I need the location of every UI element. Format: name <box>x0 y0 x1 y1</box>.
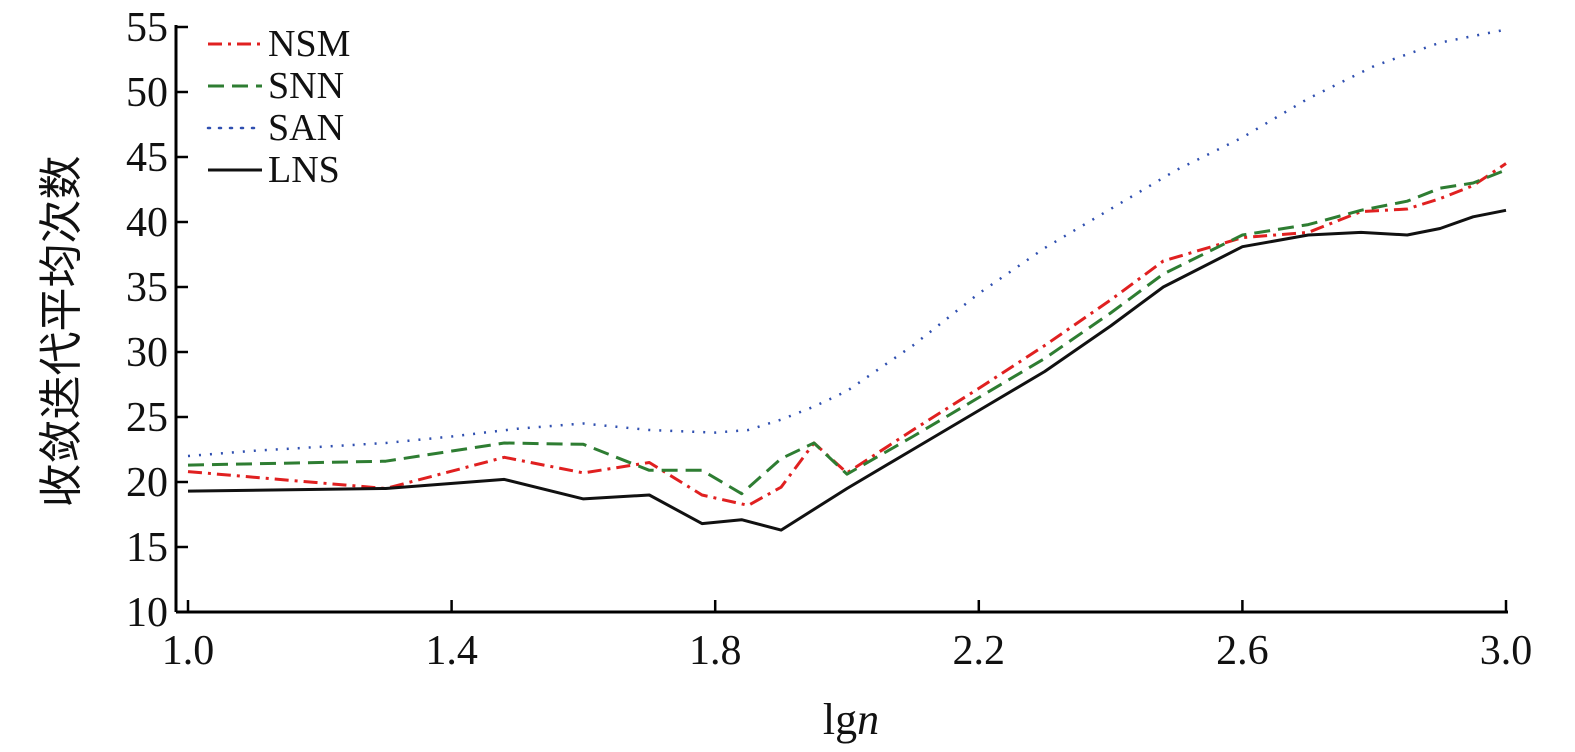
axes <box>174 25 1508 614</box>
y-tick-label: 20 <box>126 460 168 506</box>
x-axis-title-main: lg <box>823 695 857 744</box>
x-tick-label: 2.2 <box>953 628 1006 674</box>
series-layer <box>187 28 1507 532</box>
y-tick-label: 10 <box>126 590 168 636</box>
x-tick-label: 2.6 <box>1216 628 1269 674</box>
ticks: 10 15 20 25 30 35 40 45 50 55 1.0 1.4 1.8 2.2 2.6 3.0 <box>126 5 1532 674</box>
y-tick-label: 15 <box>126 525 168 571</box>
legend-label-snn: SNN <box>268 65 344 107</box>
y-tick-label: 25 <box>126 395 168 441</box>
x-axis-title: lgn <box>823 695 879 744</box>
legend-label-san: SAN <box>268 107 344 149</box>
y-tick-label: 55 <box>126 5 168 51</box>
series-line-nsm <box>187 162 1507 507</box>
x-tick-label: 1.8 <box>689 628 742 674</box>
y-tick-label: 45 <box>126 135 168 181</box>
y-tick-label: 30 <box>126 330 168 376</box>
y-tick-label: 35 <box>126 265 168 311</box>
series-line-snn <box>187 168 1507 496</box>
series-line-san <box>187 28 1507 458</box>
y-axis-title: 收敛迭代平均次数 <box>37 156 86 508</box>
x-axis-title-variable: n <box>857 695 879 744</box>
x-tick-label: 1.0 <box>162 628 215 674</box>
legend-label-lns: LNS <box>268 149 340 191</box>
x-tick-label: 3.0 <box>1480 628 1533 674</box>
y-tick-label: 50 <box>126 70 168 116</box>
legend-label-nsm: NSM <box>268 23 350 65</box>
y-tick-label: 40 <box>126 200 168 246</box>
series-line-lns <box>187 208 1507 532</box>
x-tick-label: 1.4 <box>425 628 478 674</box>
